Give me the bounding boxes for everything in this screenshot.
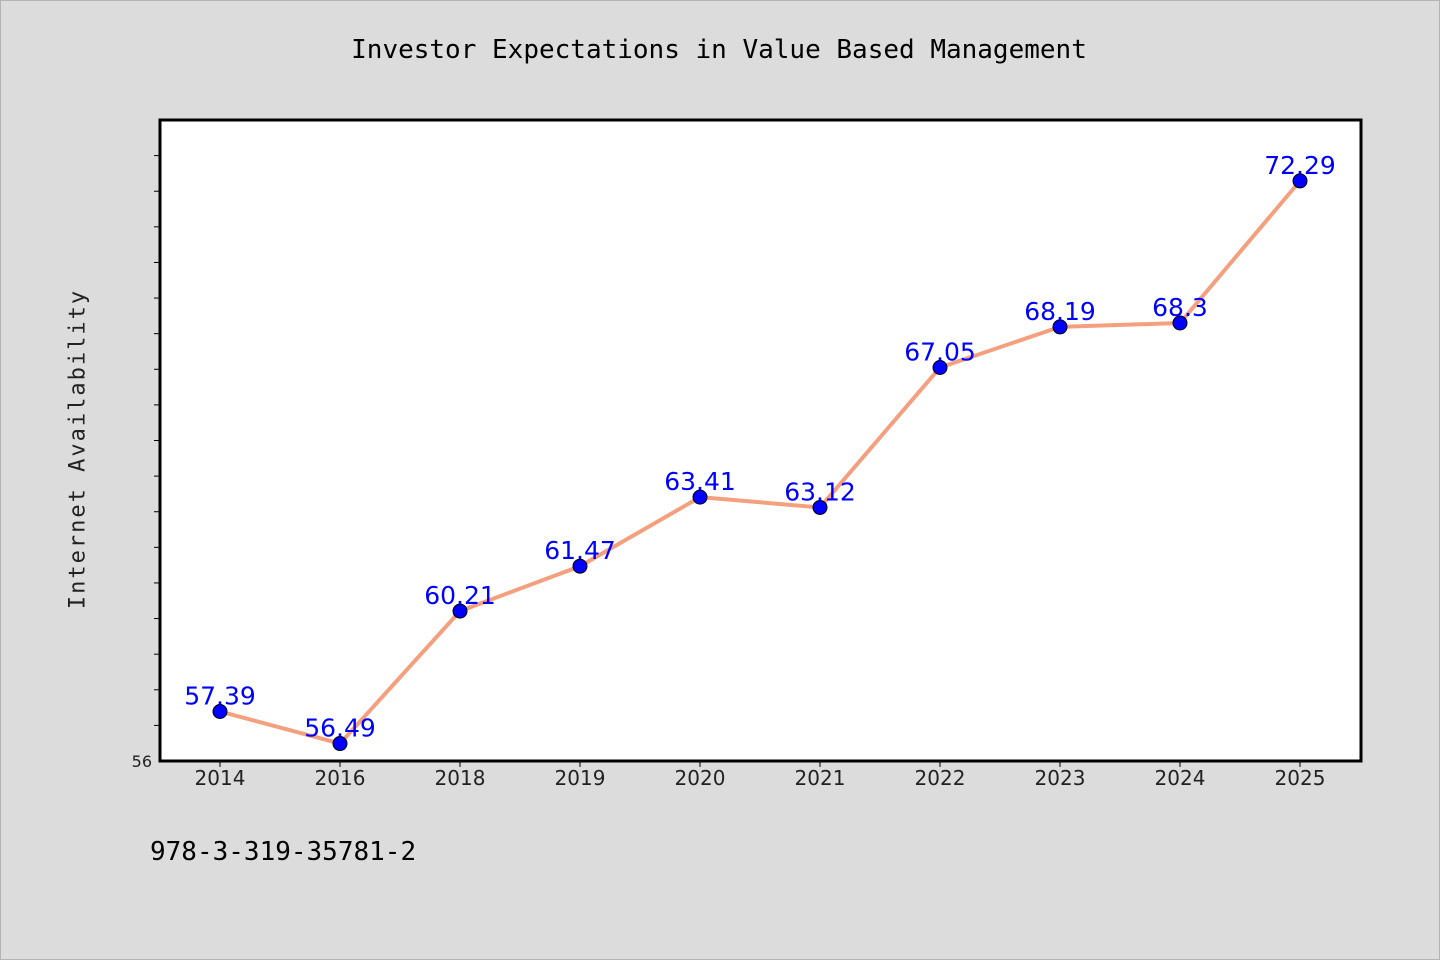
data-label: 56.49 xyxy=(304,714,376,743)
data-point xyxy=(1172,315,1188,331)
data-point xyxy=(1052,319,1068,335)
y-tick-label: 56 xyxy=(132,752,152,771)
data-point xyxy=(1292,173,1308,189)
data-point xyxy=(572,558,588,574)
data-label: 61.47 xyxy=(544,536,616,565)
series-line xyxy=(218,178,1302,746)
plot-area xyxy=(158,118,1363,763)
x-tick-label: 2018 xyxy=(435,766,486,790)
data-point xyxy=(812,499,828,515)
data-label: 63.41 xyxy=(664,467,736,496)
x-tick-label: 2022 xyxy=(915,766,966,790)
data-label: 68.3 xyxy=(1152,293,1208,322)
data-label: 63.12 xyxy=(784,477,856,506)
data-label: 57.39 xyxy=(184,682,256,711)
x-tick-label: 2023 xyxy=(1035,766,1086,790)
chart-title: Investor Expectations in Value Based Man… xyxy=(351,35,1087,65)
data-label: 72.29 xyxy=(1264,151,1336,180)
data-label: 67.05 xyxy=(904,337,976,366)
data-point xyxy=(932,359,948,375)
data-label: 68.19 xyxy=(1024,297,1096,326)
x-tick-label: 2024 xyxy=(1155,766,1206,790)
data-point xyxy=(212,704,228,720)
x-tick-label: 2021 xyxy=(795,766,846,790)
footnote-isbn: 978-3-319-35781-2 xyxy=(150,837,417,867)
data-point xyxy=(692,489,708,505)
data-point xyxy=(452,603,468,619)
x-tick-label: 2020 xyxy=(675,766,726,790)
x-tick-label: 2016 xyxy=(315,766,366,790)
x-tick-label: 2019 xyxy=(555,766,606,790)
data-label: 60.21 xyxy=(424,581,496,610)
data-point xyxy=(332,736,348,752)
x-tick-label: 2025 xyxy=(1275,766,1326,790)
x-tick-label: 2014 xyxy=(195,766,246,790)
